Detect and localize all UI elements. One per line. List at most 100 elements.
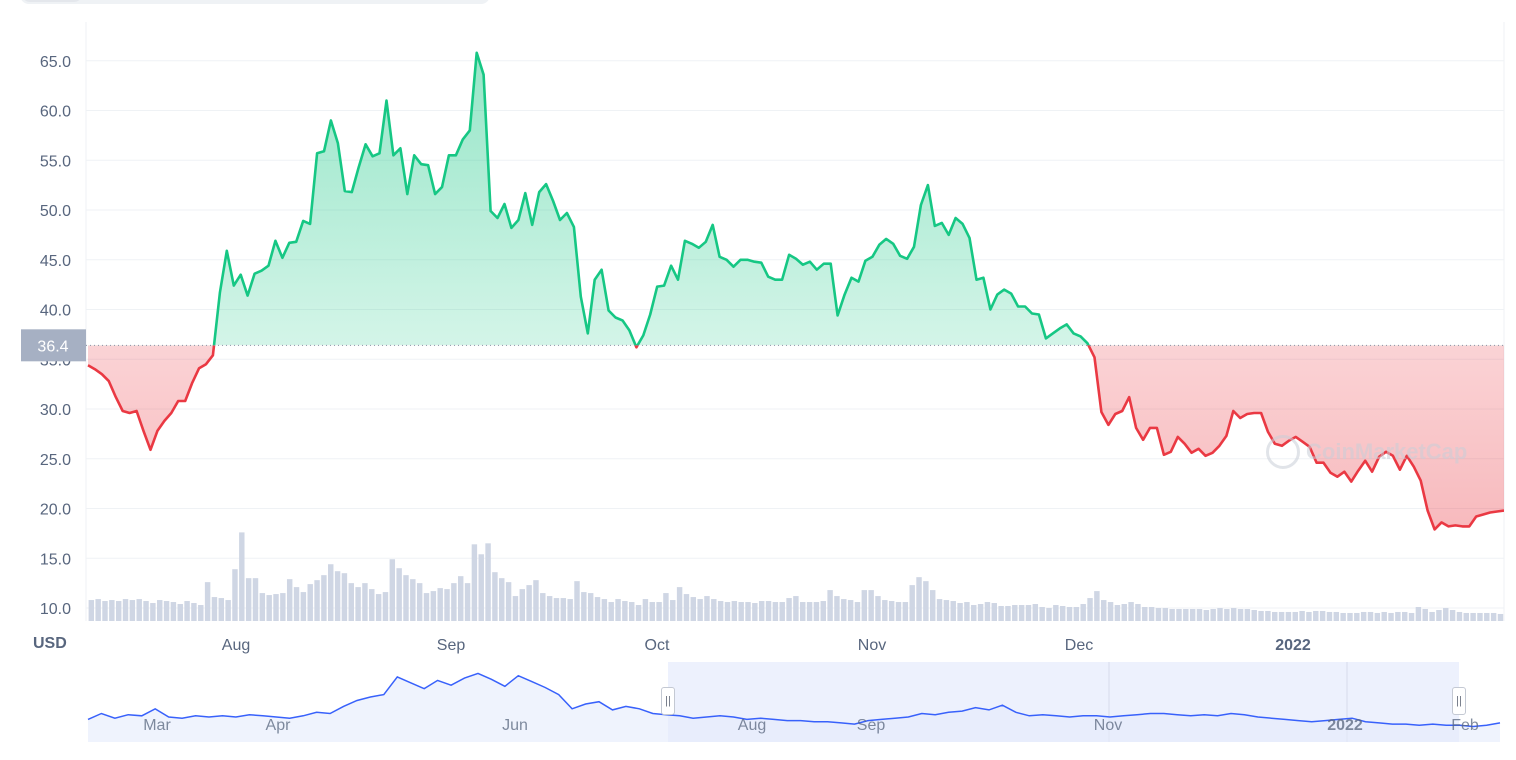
volume-bar (184, 601, 190, 621)
volume-bar (1196, 608, 1203, 621)
watermark-text: CoinMarketCap (1306, 439, 1468, 464)
volume-bar (150, 603, 156, 621)
volume-bar (1053, 605, 1059, 621)
volume-bar (444, 589, 450, 621)
volume-bar (649, 602, 655, 621)
range-handle-left[interactable]: || (661, 687, 675, 715)
volume-bar (1422, 608, 1428, 621)
volume-bar (574, 581, 580, 621)
range-handle-icon: || (1456, 695, 1462, 707)
range-handle-right[interactable]: || (1452, 687, 1466, 715)
volume-bar (1210, 608, 1216, 621)
y-tick-label: 15.0 (40, 551, 71, 568)
volume-bar (1101, 600, 1107, 621)
volume-bar (1237, 608, 1244, 621)
volume-bar (690, 597, 697, 621)
volume-bar (280, 593, 286, 621)
volume-bar (1142, 607, 1148, 621)
volume-bar (430, 591, 437, 621)
volume-bar (902, 602, 909, 621)
volume-bar (1415, 607, 1422, 621)
volume-bar (1230, 608, 1237, 621)
volume-bar (1401, 611, 1408, 621)
volume-bar (1066, 607, 1073, 621)
volume-bar (635, 605, 642, 621)
volume-bar (389, 559, 396, 621)
volume-bar (923, 581, 929, 621)
volume-bar (198, 605, 204, 621)
volume-bar (1265, 610, 1271, 621)
navigator-line (87, 672, 1501, 728)
volume-bar (1449, 609, 1456, 621)
volume-bar (1107, 602, 1114, 621)
volume-bar (1148, 607, 1155, 621)
volume-bar (266, 595, 272, 621)
price-line-down (87, 345, 1504, 531)
volume-bar (567, 599, 573, 621)
volume-bar (1388, 612, 1394, 621)
navigator-area (88, 673, 1500, 742)
volume-bar (957, 603, 963, 621)
volume-bar (1347, 612, 1353, 621)
volume-bar (601, 599, 608, 621)
volume-bar (629, 602, 635, 621)
volume-bar (403, 575, 409, 621)
volume-bar (758, 601, 765, 621)
volume-bar (1155, 608, 1162, 621)
volume-bar (451, 583, 457, 621)
navigator-tick-label: Nov (1094, 717, 1122, 734)
volume-bar (259, 593, 266, 621)
volume-bar (594, 597, 601, 621)
volume-bar (286, 579, 293, 621)
volume-bar (1039, 607, 1045, 621)
volume-bar (964, 602, 970, 621)
volume-bar (314, 580, 320, 621)
volume-bar (478, 554, 484, 621)
x-tick-label: Dec (1065, 637, 1093, 654)
y-tick-label: 50.0 (40, 203, 71, 220)
volume-bar (1299, 610, 1305, 621)
volume-bar (800, 602, 806, 621)
volume-bar (847, 600, 854, 621)
volume-bar (512, 596, 519, 621)
volume-bar (929, 590, 936, 621)
volume-bar (218, 598, 225, 621)
range-selector-bar[interactable] (20, 0, 490, 4)
volume-bar (1484, 612, 1490, 621)
range-selector-active[interactable] (22, 0, 82, 2)
area-above-baseline (88, 52, 1504, 346)
volume-bar (827, 590, 833, 621)
price-line-up (212, 51, 1090, 346)
y-tick-label: 20.0 (40, 502, 71, 519)
volume-bar (765, 601, 772, 621)
volume-bar (868, 590, 874, 621)
volume-bar (1018, 605, 1025, 621)
volume-bar (615, 599, 621, 621)
volume-bar (745, 602, 751, 621)
volume-bar (670, 600, 676, 621)
volume-bar (1470, 612, 1476, 621)
y-tick-label: 10.0 (40, 601, 71, 618)
volume-bar (1059, 606, 1066, 621)
volume-bar (1278, 611, 1285, 621)
currency-label: USD (33, 635, 67, 652)
volume-bar (471, 544, 478, 621)
navigator-tick-label: Feb (1451, 717, 1479, 734)
volume-bar (143, 601, 149, 621)
volume-bar (1326, 611, 1333, 621)
volume-bar (1162, 608, 1169, 621)
volume-bar (841, 599, 847, 621)
volume-bar (717, 601, 724, 621)
volume-bar (1319, 610, 1326, 621)
volume-bar (950, 601, 956, 621)
y-tick-label: 55.0 (40, 153, 71, 170)
volume-bar (895, 602, 902, 621)
volume-bar (204, 582, 211, 621)
volume-bar (464, 583, 471, 621)
volume-bar (1183, 608, 1189, 621)
volume-bar (328, 564, 334, 621)
volume-bar (738, 602, 744, 621)
volume-bar (888, 601, 895, 621)
volume-bar (499, 578, 505, 621)
